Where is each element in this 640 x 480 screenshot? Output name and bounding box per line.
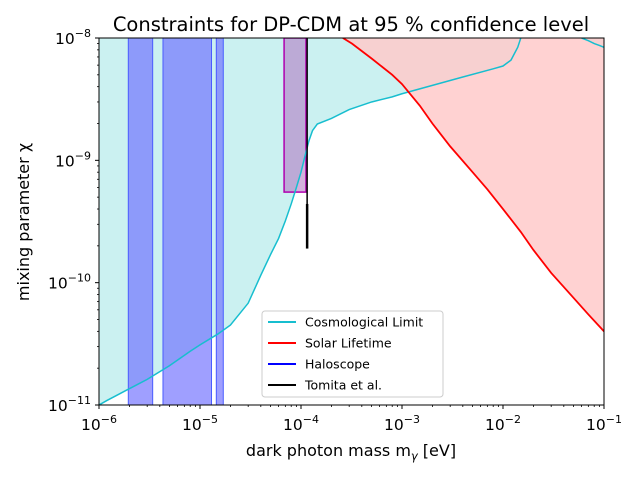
y-tick-exponent: −9 bbox=[75, 149, 91, 162]
plot-frame bbox=[98, 37, 605, 406]
x-tick-base: 10 bbox=[485, 416, 505, 434]
x-tick-exponent: −2 bbox=[505, 413, 521, 426]
y-tick-label: 10−9 bbox=[55, 149, 91, 170]
y-tick-base: 10 bbox=[48, 275, 68, 293]
y-tick-exponent: −8 bbox=[75, 27, 91, 40]
x-axis-label-subscript: γ bbox=[411, 449, 419, 463]
solar-fill bbox=[342, 38, 604, 332]
x-tick-base: 10 bbox=[586, 416, 606, 434]
y-tick-exponent: −10 bbox=[68, 272, 91, 285]
x-tick-label: 10−4 bbox=[283, 413, 319, 434]
y-tick-base: 10 bbox=[48, 397, 68, 415]
x-tick-base: 10 bbox=[81, 416, 101, 434]
plot-area bbox=[98, 37, 605, 406]
x-tick-base: 10 bbox=[283, 416, 303, 434]
legend-label-cosmological: Cosmological Limit bbox=[305, 315, 423, 330]
haloscope-band-3 bbox=[215, 38, 224, 405]
cosmological-line-upper bbox=[581, 38, 604, 48]
y-tick-base: 10 bbox=[55, 152, 75, 170]
y-tick-exponent: −11 bbox=[68, 394, 91, 407]
x-tick-base: 10 bbox=[384, 416, 404, 434]
x-tick-label: 10−1 bbox=[586, 413, 622, 434]
plot-content bbox=[99, 38, 604, 405]
x-tick-exponent: −3 bbox=[404, 413, 420, 426]
x-tick-exponent: −4 bbox=[303, 413, 319, 426]
x-axis-label: dark photon mass mγ [eV] bbox=[246, 441, 456, 463]
x-tick-exponent: −5 bbox=[202, 413, 218, 426]
x-tick-label: 10−6 bbox=[81, 413, 117, 434]
x-tick-base: 10 bbox=[182, 416, 202, 434]
haloscope-band-1 bbox=[127, 38, 154, 405]
legend-frame bbox=[261, 310, 444, 398]
solar-line bbox=[342, 38, 604, 332]
x-axis-label-unit: [eV] bbox=[418, 441, 456, 460]
x-axis-ticks: 10−6 10−5 10−4 10−3 10−2 10−1 bbox=[81, 405, 622, 434]
haloscope-band-2 bbox=[162, 38, 213, 405]
y-tick-label: 10−8 bbox=[55, 27, 91, 48]
y-tick-base: 10 bbox=[55, 30, 75, 48]
chart-title: Constraints for DP-CDM at 95 % confidenc… bbox=[113, 13, 589, 36]
legend-label-solar: Solar Lifetime bbox=[305, 336, 392, 351]
y-tick-label: 10−11 bbox=[48, 394, 91, 415]
haloscope-box bbox=[283, 38, 307, 193]
legend-label-tomita: Tomita et al. bbox=[304, 378, 382, 393]
x-tick-label: 10−5 bbox=[182, 413, 218, 434]
y-axis-label: mixing parameter χ bbox=[14, 143, 33, 301]
x-tick-exponent: −1 bbox=[606, 413, 622, 426]
cosmological-line bbox=[99, 38, 522, 405]
y-tick-label: 10−10 bbox=[48, 272, 91, 293]
x-axis-label-main: dark photon mass m bbox=[246, 441, 411, 460]
x-tick-label: 10−2 bbox=[485, 413, 521, 434]
legend: Cosmological Limit Solar Lifetime Halosc… bbox=[261, 310, 444, 398]
x-tick-label: 10−3 bbox=[384, 413, 420, 434]
cosmological-fill bbox=[99, 38, 604, 405]
x-tick-exponent: −6 bbox=[101, 413, 117, 426]
legend-label-haloscope: Haloscope bbox=[305, 357, 370, 372]
